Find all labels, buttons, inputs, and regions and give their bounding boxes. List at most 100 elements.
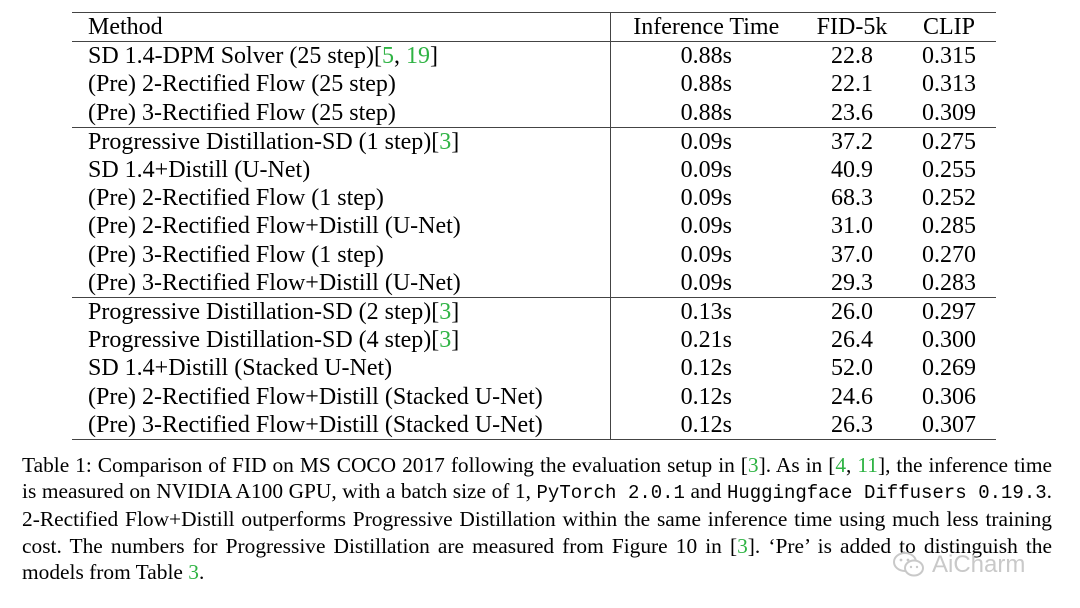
citation-link[interactable]: 3	[439, 327, 452, 354]
cell-fid: 37.2	[831, 128, 873, 155]
cell-fid: 22.1	[831, 71, 873, 98]
method-name: Progressive Distillation-SD (1 step)[	[88, 128, 440, 155]
citation-link[interactable]: 19	[406, 43, 430, 70]
cell-method: Progressive Distillation-SD (4 step)[3]	[72, 326, 611, 355]
cell-method: (Pre) 2-Rectified Flow+Distill (U-Net)	[72, 212, 611, 241]
watermark: AiCharm	[892, 548, 1062, 582]
table-row: Progressive Distillation-SD (4 step)[3] 0…	[72, 326, 996, 355]
cell-fid: 37.0	[831, 241, 873, 268]
caption-reference-link[interactable]: 4	[835, 453, 847, 477]
method-name: (Pre) 3-Rectified Flow (25 step)	[88, 99, 396, 126]
caption-reference-link[interactable]: 3	[737, 533, 748, 558]
cell-method: (Pre) 2-Rectified Flow (25 step)	[72, 70, 611, 99]
header-clip: CLIP	[922, 14, 975, 41]
cell-clip: 0.275	[922, 128, 976, 155]
table-row: Progressive Distillation-SD (1 step)[3] 0…	[72, 127, 996, 156]
citation-link[interactable]: 5	[382, 43, 394, 70]
cell-method: SD 1.4-DPM Solver (25 step)[5, 19]	[72, 41, 611, 71]
results-table: Method Inference Time FID-5k CLIP SD 1.4…	[72, 12, 996, 440]
method-name: (Pre) 2-Rectified Flow+Distill (Stacked …	[88, 383, 543, 410]
caption-code: PyTorch 2.0.1	[536, 482, 685, 505]
method-name: Progressive Distillation-SD (4 step)[	[88, 327, 440, 354]
citation-punct: ]	[451, 298, 460, 325]
table-row: (Pre) 2-Rectified Flow (25 step) 0.88s 22.…	[72, 70, 996, 99]
cell-method: (Pre) 2-Rectified Flow (1 step)	[72, 184, 611, 213]
row-group: SD 1.4-DPM Solver (25 step)[5, 19] 0.88s 2…	[72, 41, 996, 128]
cell-inference-time: 0.88s	[680, 99, 732, 126]
cell-inference-time: 0.09s	[680, 241, 732, 268]
cell-inference-time: 0.09s	[680, 128, 732, 155]
method-name: (Pre) 2-Rectified Flow (25 step)	[88, 71, 396, 98]
row-group: Progressive Distillation-SD (2 step)[3] 0…	[72, 297, 996, 440]
method-name: SD 1.4+Distill (U-Net)	[88, 157, 311, 184]
cell-method: Progressive Distillation-SD (1 step)[3]	[72, 127, 611, 156]
cell-method: (Pre) 3-Rectified Flow+Distill (Stacked …	[72, 410, 611, 440]
caption-reference-link[interactable]: 3	[188, 559, 199, 584]
cell-clip: 0.307	[922, 411, 976, 438]
cell-fid: 40.9	[831, 157, 873, 184]
cell-fid: 68.3	[831, 185, 873, 212]
cell-clip: 0.315	[922, 43, 976, 70]
cell-fid: 29.3	[831, 269, 873, 296]
caption-reference-link[interactable]: 11	[857, 453, 878, 477]
citation-punct: ]	[451, 327, 460, 354]
table-header: Method Inference Time FID-5k CLIP	[72, 12, 996, 42]
table-row: (Pre) 3-Rectified Flow+Distill (Stacked …	[72, 410, 996, 440]
cell-inference-time: 0.09s	[680, 157, 732, 184]
cell-clip: 0.300	[922, 327, 976, 354]
cell-clip: 0.313	[922, 71, 976, 98]
cell-clip: 0.270	[922, 241, 976, 268]
table-row: SD 1.4+Distill (Stacked U-Net) 0.12s 52.0 0…	[72, 354, 996, 383]
table-row: (Pre) 3-Rectified Flow (1 step) 0.09s 37.0…	[72, 240, 996, 269]
citation-link[interactable]: 3	[439, 298, 452, 325]
table-row: (Pre) 3-Rectified Flow (25 step) 0.88s 23.…	[72, 98, 996, 128]
cell-fid: 26.4	[831, 327, 873, 354]
caption-text: and	[684, 479, 727, 504]
table-row: SD 1.4+Distill (U-Net) 0.09s 40.9 0.255	[72, 155, 996, 185]
header-inference-time: Inference Time	[633, 14, 780, 41]
cell-clip: 0.252	[922, 185, 976, 212]
caption-text: .	[198, 559, 205, 584]
method-name: (Pre) 3-Rectified Flow (1 step)	[88, 241, 384, 268]
cell-fid: 22.8	[831, 43, 873, 70]
method-name: (Pre) 2-Rectified Flow+Distill (U-Net)	[88, 213, 461, 240]
citation-punct: ]	[430, 43, 438, 70]
cell-inference-time: 0.12s	[680, 355, 732, 382]
cell-inference-time: 0.13s	[680, 298, 732, 325]
citation-link[interactable]: 3	[439, 128, 452, 155]
cell-inference-time: 0.21s	[680, 327, 732, 354]
cell-method: Progressive Distillation-SD (2 step)[3]	[72, 297, 611, 327]
cell-inference-time: 0.09s	[680, 213, 732, 240]
header-method: Method	[72, 12, 611, 42]
cell-clip: 0.306	[922, 383, 976, 410]
cell-clip: 0.297	[922, 298, 976, 325]
cell-fid: 24.6	[831, 383, 873, 410]
table-row: (Pre) 3-Rectified Flow+Distill (U-Net) 0.…	[72, 268, 996, 298]
header-row: Method Inference Time FID-5k CLIP	[72, 12, 996, 42]
cell-inference-time: 0.09s	[680, 269, 732, 296]
table-row: SD 1.4-DPM Solver (25 step)[5, 19] 0.88s 2…	[72, 41, 996, 71]
table-row: (Pre) 2-Rectified Flow+Distill (U-Net) 0.…	[72, 212, 996, 241]
caption-text: . 2-Rectified Flow+Distill outperforms P…	[22, 479, 1052, 558]
cell-method: (Pre) 2-Rectified Flow+Distill (Stacked …	[72, 382, 611, 411]
cell-fid: 26.3	[831, 411, 873, 438]
method-name: (Pre) 3-Rectified Flow+Distill (U-Net)	[88, 269, 461, 296]
cell-method: SD 1.4+Distill (Stacked U-Net)	[72, 354, 611, 383]
wechat-icon	[893, 552, 924, 577]
cell-method: SD 1.4+Distill (U-Net)	[72, 155, 611, 185]
caption-text: ,	[846, 453, 858, 477]
cell-fid: 31.0	[831, 213, 873, 240]
caption-text: ]. As in [	[758, 453, 836, 477]
cell-inference-time: 0.88s	[680, 71, 732, 98]
method-name: (Pre) 3-Rectified Flow+Distill (Stacked …	[88, 411, 543, 438]
caption-reference-link[interactable]: 3	[747, 453, 759, 477]
cell-method: (Pre) 3-Rectified Flow (25 step)	[72, 98, 611, 128]
watermark-text: AiCharm	[932, 551, 1026, 578]
method-name: (Pre) 2-Rectified Flow (1 step)	[88, 185, 384, 212]
cell-inference-time: 0.12s	[680, 383, 732, 410]
header-fid: FID-5k	[816, 14, 888, 41]
table-caption: Table 1: Comparison of FID on MS COCO 20…	[22, 452, 1052, 585]
cell-inference-time: 0.09s	[680, 185, 732, 212]
cell-inference-time: 0.12s	[680, 411, 732, 438]
cell-clip: 0.269	[922, 355, 976, 382]
